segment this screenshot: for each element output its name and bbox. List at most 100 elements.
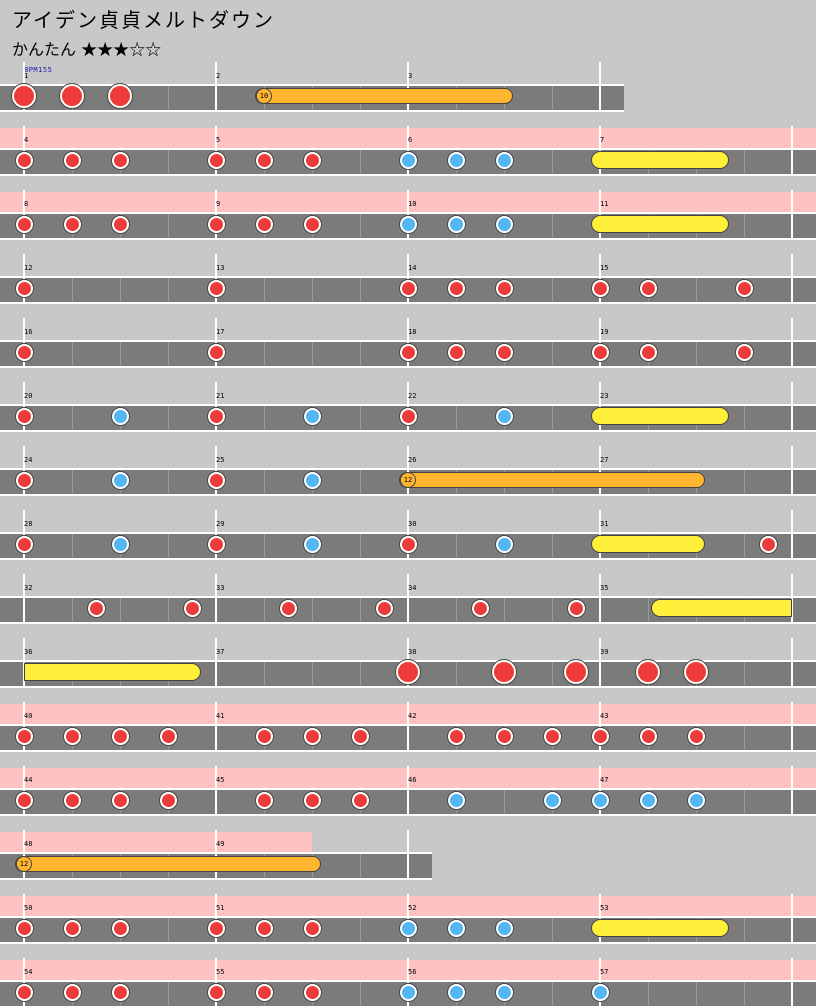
don-note: [564, 660, 588, 684]
bar-line: [599, 318, 601, 368]
difficulty-stars: ★★★☆☆: [81, 40, 162, 59]
beat-line: [552, 662, 553, 686]
don-note: [63, 791, 81, 809]
bar-line: [791, 766, 793, 816]
don-note: [279, 599, 297, 617]
bpm-label: BPM155: [24, 66, 53, 74]
beat-line: [72, 278, 73, 302]
don-note: [495, 343, 513, 361]
don-note: [495, 727, 513, 745]
beat-line: [744, 662, 745, 686]
gogo-band: [0, 832, 312, 852]
beat-line: [744, 214, 745, 238]
beat-line: [744, 534, 745, 558]
beat-line: [360, 342, 361, 366]
beat-line: [72, 342, 73, 366]
bar-line: [407, 382, 409, 432]
balloon-note: 10: [256, 88, 272, 104]
bar-line: [407, 62, 409, 112]
don-note: [207, 151, 225, 169]
ka-note: [495, 407, 513, 425]
don-note: [447, 343, 465, 361]
don-note: [15, 535, 33, 553]
bar-line: [215, 446, 217, 496]
don-note: [255, 791, 273, 809]
beat-line: [456, 598, 457, 622]
don-note: [207, 983, 225, 1001]
difficulty-line: かんたん ★★★☆☆: [12, 36, 161, 60]
drumroll-bar: [591, 151, 729, 169]
balloon-note: 12: [400, 472, 416, 488]
beat-line: [168, 918, 169, 942]
bar-line: [215, 190, 217, 240]
beat-line: [72, 534, 73, 558]
ka-note: [303, 471, 321, 489]
bar-line: [407, 126, 409, 176]
measure-number: 43: [600, 712, 609, 720]
bar-line: [407, 254, 409, 304]
beat-line: [552, 278, 553, 302]
don-note: [351, 727, 369, 745]
beat-line: [72, 598, 73, 622]
measure-number: 52: [408, 904, 417, 912]
beat-line: [168, 982, 169, 1006]
beat-line: [360, 982, 361, 1006]
bar-line: [791, 446, 793, 496]
bar-line: [599, 702, 601, 752]
balloon-roll: [15, 856, 321, 872]
measure-number: 25: [216, 456, 225, 464]
don-note: [639, 343, 657, 361]
ka-note: [399, 215, 417, 233]
don-note: [255, 151, 273, 169]
measure-number: 20: [24, 392, 33, 400]
drumroll-bar: [591, 407, 729, 425]
beat-line: [744, 918, 745, 942]
bar-line: [791, 318, 793, 368]
drumroll-bar: [591, 919, 729, 937]
don-note: [15, 791, 33, 809]
beat-line: [168, 278, 169, 302]
measure-number: 8: [24, 200, 29, 208]
measure-number: 2: [216, 72, 221, 80]
bar-line: [215, 766, 217, 816]
difficulty-label: かんたん: [12, 40, 77, 59]
don-note: [15, 215, 33, 233]
measure-number: 5: [216, 136, 221, 144]
don-note: [399, 343, 417, 361]
don-note: [399, 279, 417, 297]
measure-number: 30: [408, 520, 417, 528]
measure-number: 47: [600, 776, 609, 784]
ka-note: [399, 983, 417, 1001]
don-note: [543, 727, 561, 745]
don-note: [183, 599, 201, 617]
don-note: [111, 727, 129, 745]
measure-number: 38: [408, 648, 417, 656]
beat-line: [552, 150, 553, 174]
don-note: [15, 983, 33, 1001]
beat-line: [360, 598, 361, 622]
beat-line: [312, 662, 313, 686]
don-note: [207, 535, 225, 553]
don-note: [471, 599, 489, 617]
beat-line: [696, 342, 697, 366]
measure-number: 50: [24, 904, 33, 912]
beat-line: [696, 982, 697, 1006]
don-note: [396, 660, 420, 684]
don-note: [207, 215, 225, 233]
bar-line: [407, 766, 409, 816]
bar-line: [23, 510, 25, 560]
don-note: [15, 407, 33, 425]
don-note: [735, 279, 753, 297]
beat-line: [552, 982, 553, 1006]
beat-line: [648, 982, 649, 1006]
beat-line: [744, 790, 745, 814]
measure-number: 40: [24, 712, 33, 720]
measure-number: 44: [24, 776, 33, 784]
beat-line: [72, 406, 73, 430]
don-note: [255, 983, 273, 1001]
bar-line: [23, 702, 25, 752]
beat-line: [264, 470, 265, 494]
bar-line: [599, 958, 601, 1008]
measure-number: 49: [216, 840, 225, 848]
